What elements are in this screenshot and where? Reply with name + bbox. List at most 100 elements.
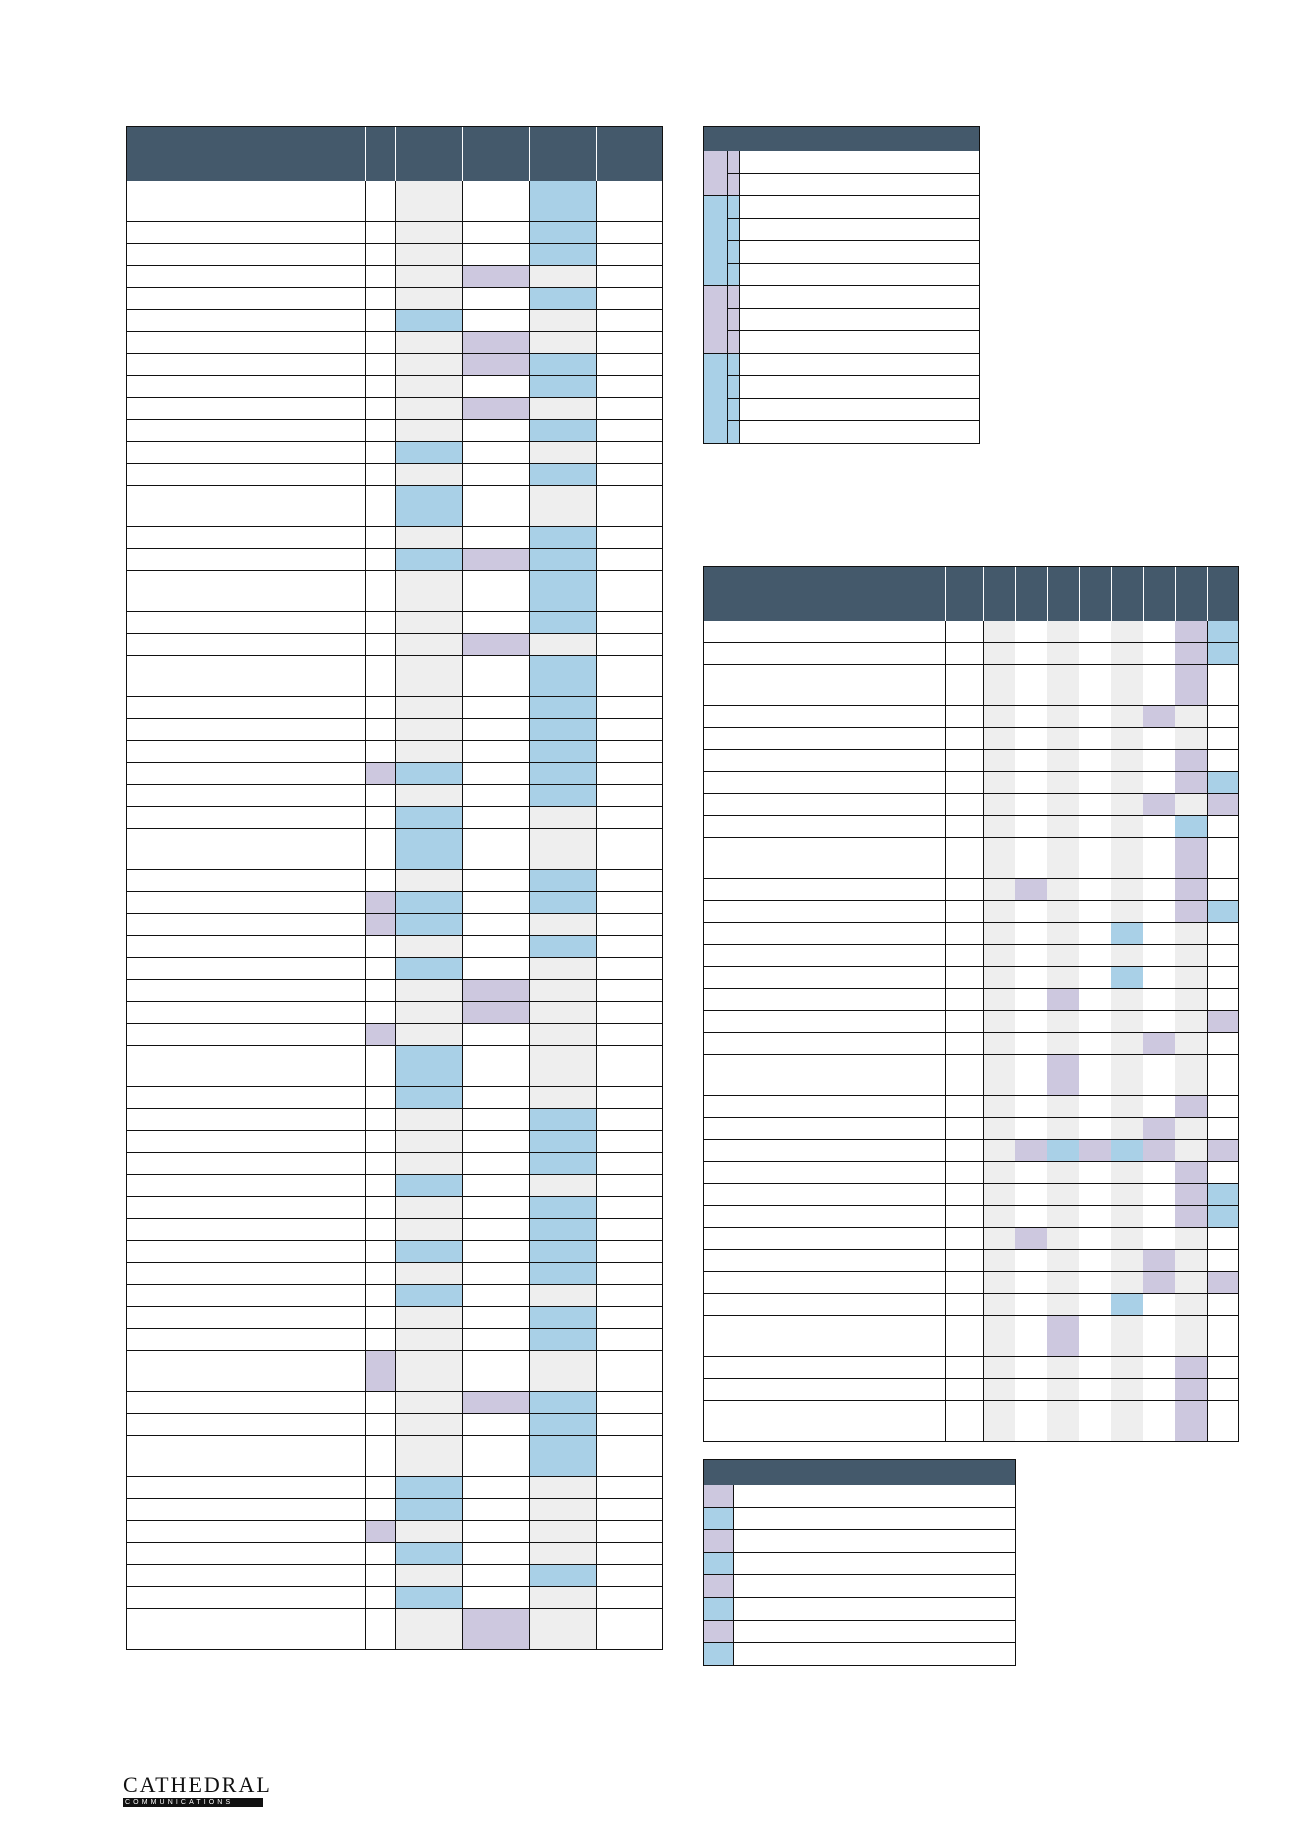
row-divider [703,771,1239,772]
table-cell [395,464,462,486]
table-cell [529,634,596,656]
row-divider [703,1054,1239,1055]
table-cell [1111,1033,1143,1055]
table-cell [1175,1401,1207,1442]
key-row-swatch [727,286,739,309]
row-divider [126,655,663,656]
table-cell [1047,816,1079,838]
row-divider [126,1045,663,1046]
table-cell [983,989,1015,1011]
column-divider [462,181,463,1650]
key-table [703,126,980,444]
row-divider [703,878,1239,879]
table-cell [1175,728,1207,750]
table-cell [529,1414,596,1436]
table-cell [529,763,596,785]
table-cell [1047,1272,1079,1294]
row-divider [727,172,980,174]
table-cell [1111,750,1143,772]
key-row-swatch [727,263,739,286]
header-divider [1207,566,1208,621]
table-cell [529,914,596,936]
legend-swatch [703,1485,733,1508]
table-cell [529,807,596,829]
table-cell [1175,1118,1207,1140]
table-cell [529,1046,596,1087]
table-cell [1047,879,1079,901]
table-cell [395,1087,462,1109]
logo-name: CATHEDRAL [123,1772,272,1797]
column-divider [983,621,984,1442]
table-cell [983,1011,1015,1033]
table-cell [983,1272,1015,1294]
legend-swatch [703,1620,733,1644]
row-divider [703,1597,1016,1598]
column-divider [529,181,530,1650]
table-cell [1047,1162,1079,1184]
table-cell [1143,1272,1175,1294]
table-cell [395,980,462,1002]
table-cell [529,1587,596,1609]
key-row-swatch [727,398,739,421]
table-cell [395,420,462,442]
table-cell [462,1002,529,1024]
table-cell [983,1250,1015,1272]
key-row-swatch [727,308,739,331]
table-cell [983,879,1015,901]
table-cell [983,750,1015,772]
table-cell [1143,1140,1175,1162]
table-header [703,566,1239,621]
table-cell [1175,1294,1207,1316]
table-cell [1175,1162,1207,1184]
row-divider [126,1520,663,1521]
table-cell [1111,1401,1143,1442]
legend-swatch [703,1598,733,1621]
row-divider [126,331,663,332]
table-cell [1207,794,1239,816]
row-divider [126,1196,663,1197]
row-divider [126,1086,663,1087]
table-cell [1015,1140,1047,1162]
table-cell [1207,1184,1239,1206]
row-divider [126,1542,663,1543]
key-row-swatch [727,421,739,444]
header-divider [529,126,530,181]
table-cell [1175,816,1207,838]
table-cell [1047,665,1079,706]
table-cell [395,244,462,266]
table-cell [529,719,596,741]
table-cell [1175,1379,1207,1401]
table-cell [1111,1228,1143,1250]
row-divider [126,1284,663,1285]
row-divider [126,1306,663,1307]
table-cell [983,945,1015,967]
table-cell [529,785,596,807]
row-divider [727,420,980,421]
row-divider [727,240,980,241]
table-cell [529,1521,596,1543]
table-cell [1175,1206,1207,1228]
legend-table [703,1459,1016,1666]
row-divider [126,1435,663,1436]
table-cell [983,1357,1015,1379]
table-cell [462,266,529,288]
table-cell [395,332,462,354]
row-divider [126,1391,663,1392]
row-divider [727,330,980,331]
table-cell [1175,838,1207,879]
table-cell [529,222,596,244]
table-cell [1111,1250,1143,1272]
table-cell [529,612,596,634]
table-cell [1047,1011,1079,1033]
header-divider [1047,566,1048,621]
row-divider [126,441,663,442]
table-cell [529,1285,596,1307]
row-divider [703,1378,1239,1379]
table-cell [529,980,596,1002]
row-divider [727,397,980,399]
table-cell [1111,923,1143,945]
table-cell [983,1294,1015,1316]
legend-header [703,1459,1016,1485]
row-divider [126,1262,663,1263]
table-cell [529,1219,596,1241]
